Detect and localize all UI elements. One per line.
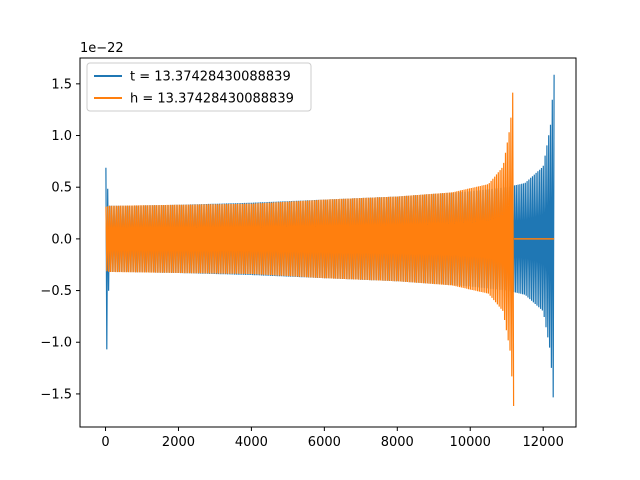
y-offset-label: 1e−22: [80, 41, 124, 56]
y-tick-label: −1.5: [40, 387, 72, 402]
x-tick-label: 12000: [522, 435, 563, 450]
axes-frame: [79, 57, 577, 428]
series-h: [105, 92, 555, 407]
legend-item: t = 13.37428430088839: [94, 70, 291, 85]
x-axis: 0 2000 4000 6000 8000 10000 12000: [101, 427, 564, 450]
legend-label: t = 13.37428430088839: [130, 70, 291, 85]
legend: t = 13.37428430088839 h = 13.374284300888…: [86, 62, 312, 112]
x-tick-label: 6000: [308, 435, 341, 450]
y-tick-label: 1.0: [51, 129, 72, 144]
legend-box: [86, 62, 312, 112]
y-tick-label: 0.0: [51, 232, 72, 247]
x-tick-label: 4000: [235, 435, 268, 450]
y-tick-label: 0.5: [51, 181, 72, 196]
series-line: [105, 92, 515, 407]
legend-label: h = 13.37428430088839: [130, 92, 294, 107]
y-tick-label: −1.0: [40, 336, 72, 351]
y-tick-label: 1.5: [51, 77, 72, 92]
legend-item: h = 13.37428430088839: [94, 92, 294, 107]
x-tick-label: 0: [101, 435, 109, 450]
y-axis: −1.5 −1.0 −0.5 0.0 0.5 1.0 1.5: [40, 77, 80, 402]
x-tick-label: 8000: [381, 435, 414, 450]
y-tick-label: −0.5: [40, 284, 72, 299]
plot-area: [105, 74, 555, 407]
x-tick-label: 10000: [450, 435, 491, 450]
x-tick-label: 2000: [162, 435, 195, 450]
